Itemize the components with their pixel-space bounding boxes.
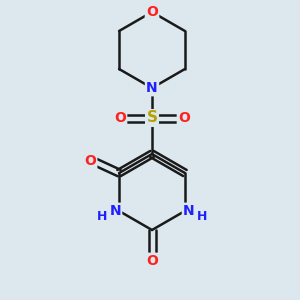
Text: O: O bbox=[146, 5, 158, 19]
Text: S: S bbox=[146, 110, 158, 125]
Text: N: N bbox=[146, 81, 158, 95]
Text: H: H bbox=[197, 209, 207, 223]
Text: N: N bbox=[109, 204, 121, 218]
Text: O: O bbox=[84, 154, 96, 168]
Text: O: O bbox=[178, 111, 190, 125]
Text: N: N bbox=[183, 204, 195, 218]
Text: O: O bbox=[146, 254, 158, 268]
Text: O: O bbox=[114, 111, 126, 125]
Text: H: H bbox=[97, 209, 107, 223]
